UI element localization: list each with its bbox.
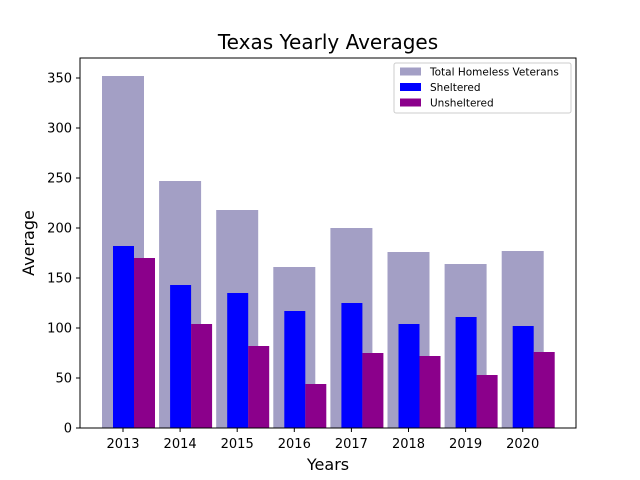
bar-unsheltered-2018 — [419, 356, 441, 428]
y-axis-label: Average — [19, 210, 38, 276]
y-tick-label: 50 — [55, 372, 72, 387]
x-tick-label: 2013 — [106, 437, 139, 452]
bar-unsheltered-2014 — [191, 324, 213, 428]
bar-sheltered-2018 — [398, 324, 420, 428]
bar-unsheltered-2019 — [476, 375, 498, 428]
x-tick-label: 2017 — [335, 437, 368, 452]
bar-sheltered-2017 — [341, 303, 363, 428]
bars-group — [102, 76, 555, 428]
legend-swatch-unsheltered — [400, 98, 421, 107]
x-tick-label: 2016 — [278, 437, 311, 452]
y-tick-label: 200 — [47, 222, 72, 237]
legend-swatch-sheltered — [400, 83, 421, 91]
x-tick-label: 2014 — [164, 437, 197, 452]
bar-sheltered-2014 — [170, 285, 192, 428]
y-tick-label: 350 — [47, 72, 72, 87]
bar-unsheltered-2015 — [248, 346, 270, 428]
legend-label-unsheltered: Unsheltered — [430, 98, 494, 110]
y-tick-label: 0 — [64, 422, 72, 437]
bar-unsheltered-2017 — [362, 353, 384, 428]
legend-label-sheltered: Sheltered — [430, 82, 481, 94]
y-tick-label: 300 — [47, 122, 72, 137]
y-tick-label: 100 — [47, 322, 72, 337]
bar-sheltered-2015 — [227, 293, 249, 428]
x-tick-label: 2018 — [392, 437, 425, 452]
legend-swatch-total — [400, 67, 421, 76]
x-axis: 2013 2014 2015 2016 2017 2018 2019 2020 — [106, 428, 539, 452]
y-axis: 0 50 100 150 200 250 300 350 — [47, 72, 80, 437]
x-tick-label: 2019 — [449, 437, 482, 452]
bar-unsheltered-2013 — [134, 258, 155, 428]
chart-title: Texas Yearly Averages — [217, 30, 438, 54]
bar-unsheltered-2016 — [305, 384, 327, 428]
y-tick-label: 250 — [47, 172, 72, 187]
x-axis-label: Years — [306, 455, 349, 474]
y-tick-label: 150 — [47, 272, 72, 287]
legend-label-total: Total Homeless Veterans — [429, 67, 559, 79]
legend-box — [393, 62, 572, 114]
x-tick-label: 2020 — [506, 437, 539, 452]
bar-sheltered-2020 — [512, 326, 534, 428]
x-tick-label: 2015 — [221, 437, 254, 452]
bar-unsheltered-2020 — [533, 352, 555, 428]
bar-sheltered-2016 — [284, 311, 306, 428]
bar-sheltered-2013 — [113, 246, 134, 428]
bar-sheltered-2019 — [455, 317, 477, 428]
plot-frame — [79, 57, 577, 429]
legend: Total Homeless Veterans Sheltered Unshel… — [393, 62, 572, 114]
